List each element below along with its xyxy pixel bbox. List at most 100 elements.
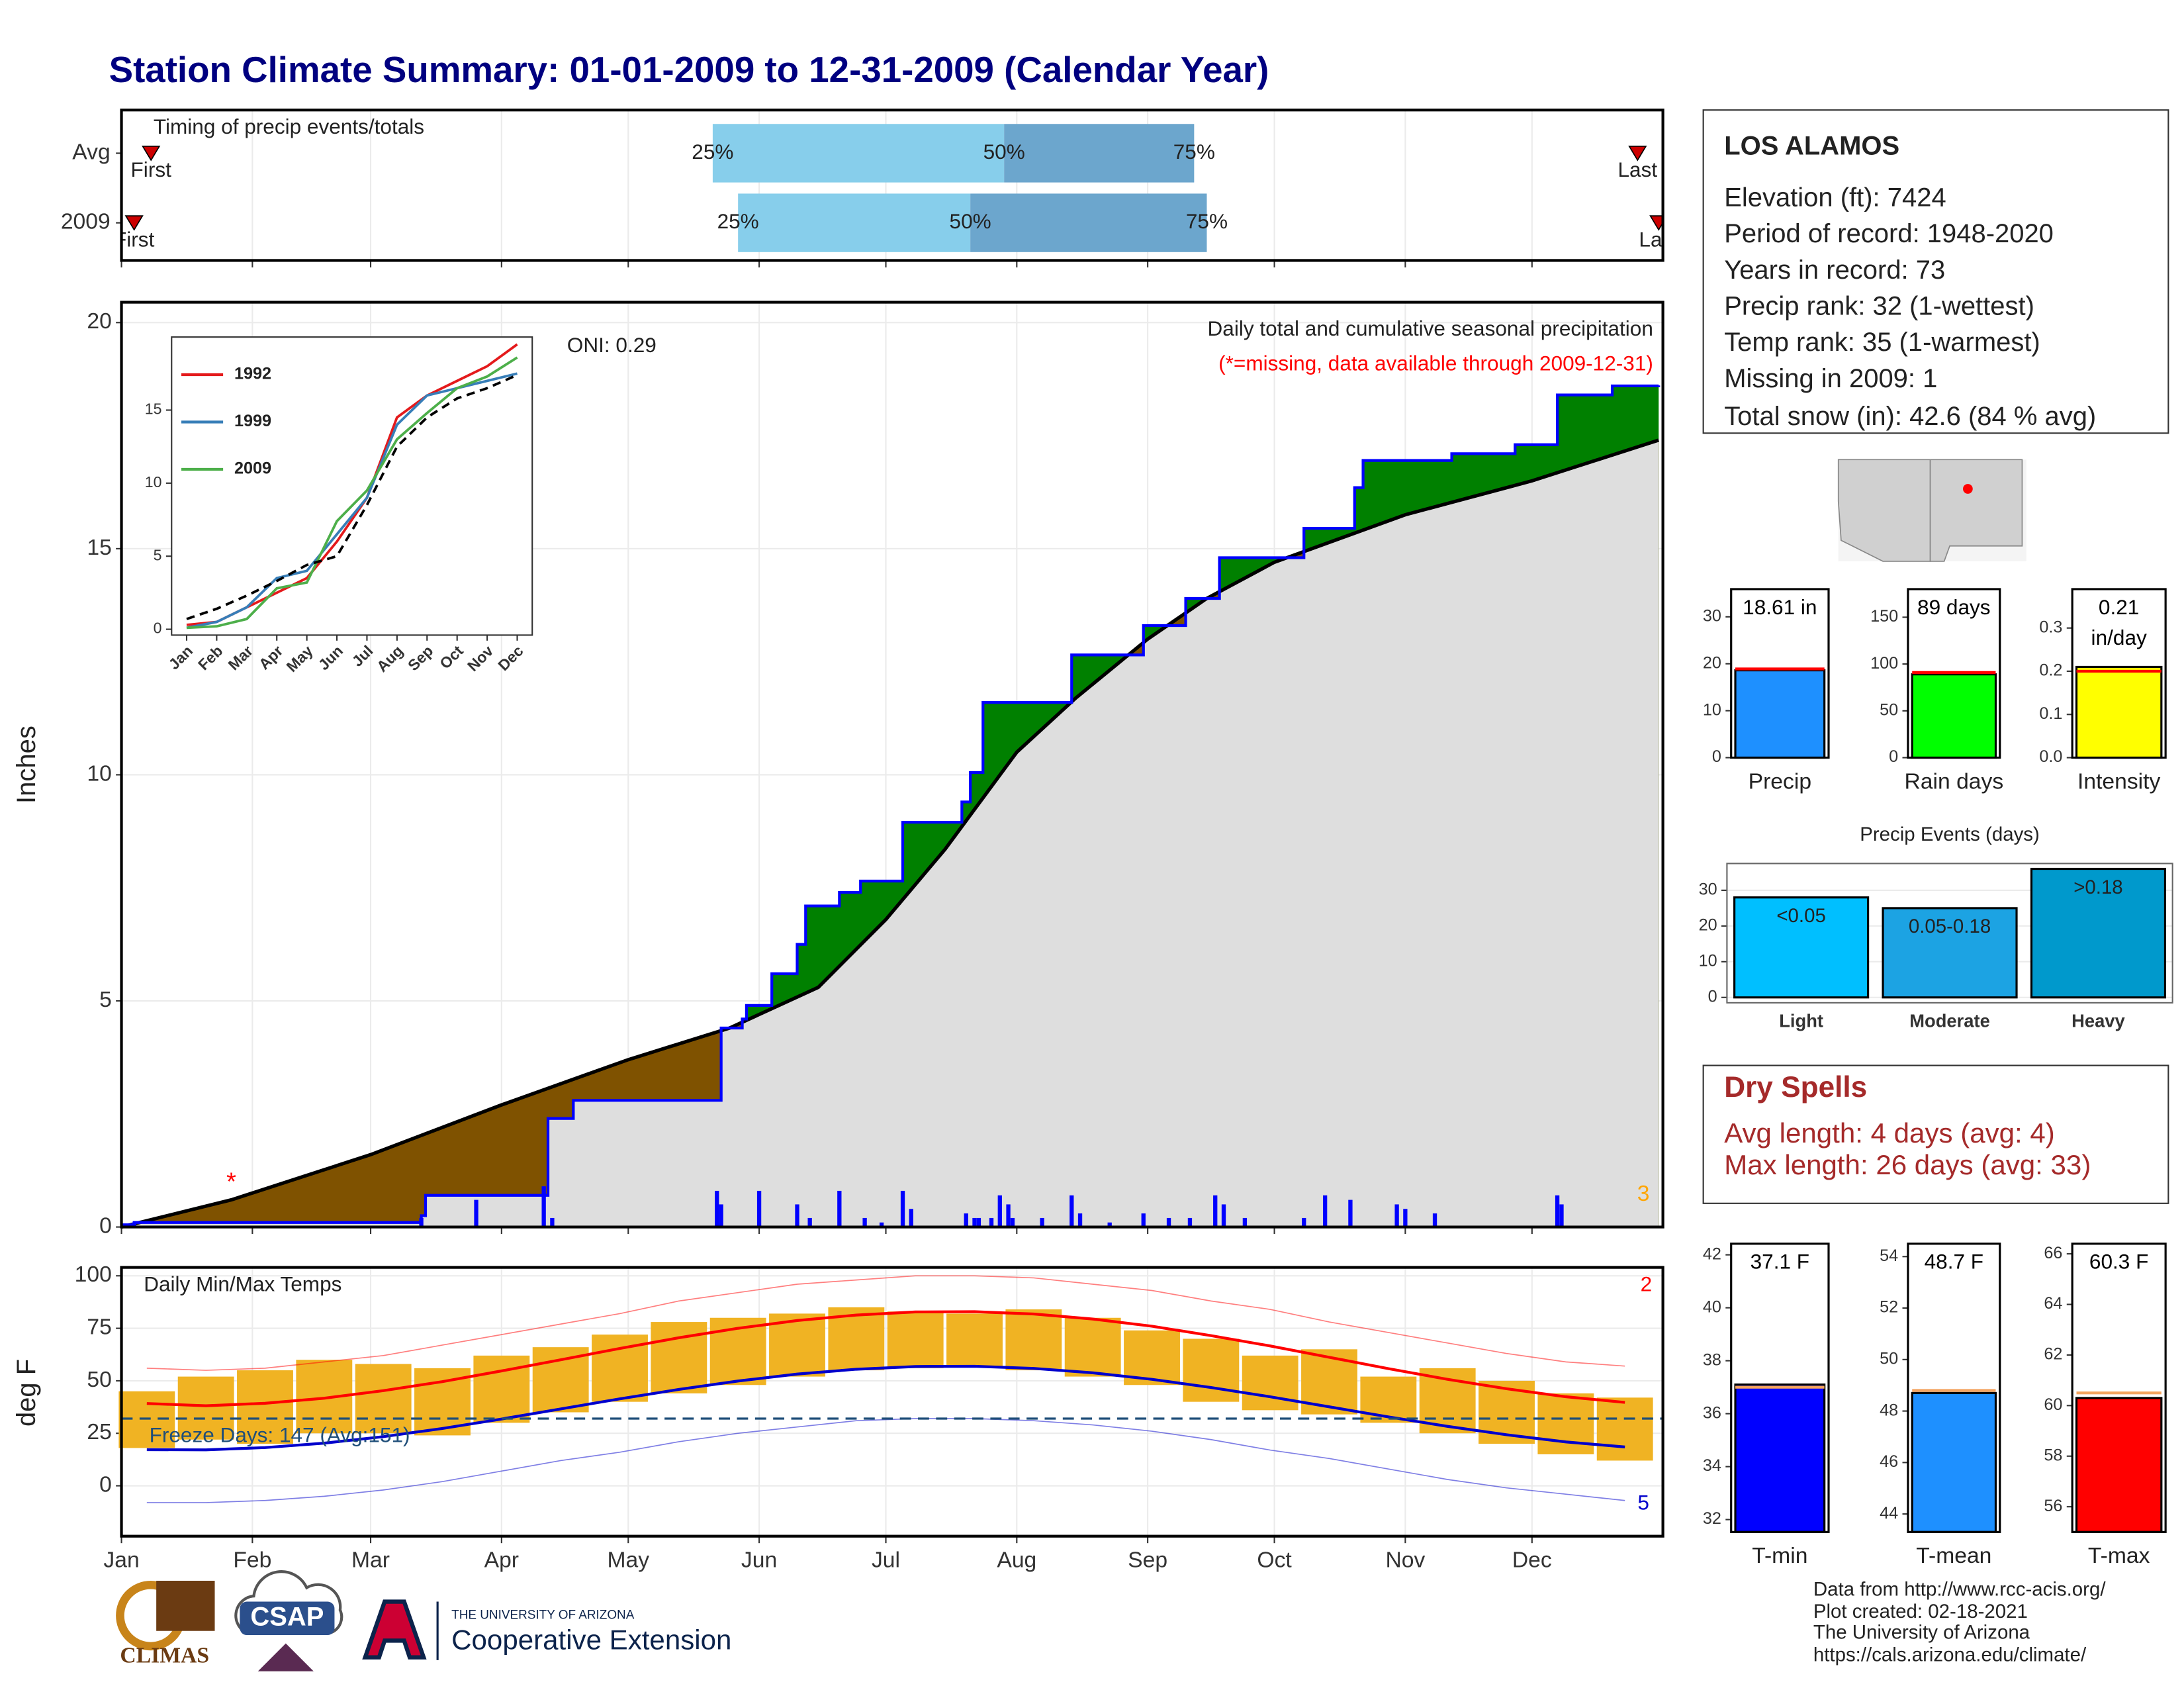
value-label-box: 48.7 F [1925,1250,1983,1274]
daily-bar [1187,1217,1193,1227]
y-tick-label: 10 [1703,700,1721,719]
locator-map [1837,459,2026,562]
daily-bar [1221,1204,1226,1227]
series-line [186,356,518,630]
y-tick-label: 54 [1880,1246,1898,1265]
daily-bar [1107,1222,1112,1227]
y-tick-label: 25 [87,1420,111,1444]
quartile-label: 75% [1173,140,1215,164]
x-label: Rain days [1905,769,2004,794]
daily-bar [909,1209,913,1227]
normal-min-line [146,1364,1625,1452]
y-tick-label: 5 [154,546,162,563]
credit-line: The University of Arizona [1813,1622,2030,1644]
bar [1911,673,1997,759]
temp-range-bar [1242,1355,1298,1411]
y-tick-label: 15 [145,400,162,418]
bar [2075,1397,2163,1533]
temp-range-bar [1005,1309,1062,1371]
marker-label: First [114,227,155,251]
daily-bar [879,1222,884,1227]
x-tick-label: Apr [484,1548,519,1572]
x-tick-label: Sep [404,642,436,674]
y-tick-label: 36 [1703,1403,1721,1422]
daily-bar [964,1213,968,1227]
temp-range-bar [651,1322,707,1393]
x-tick-label: Nov [1385,1548,1425,1572]
station-line: Missing in 2009: 1 [1724,364,1937,393]
precip-title: Daily total and cumulative seasonal prec… [1208,316,1653,340]
bar-range-label: 0.05-0.18 [1909,915,1991,937]
panel-frame [2071,588,2167,759]
temp-title: Daily Min/Max Temps [144,1272,341,1295]
bar [2030,867,2167,999]
csap-logo [240,1601,335,1636]
dry-spells-title: Dry Spells [1724,1071,1867,1103]
count-label: 3 [1637,1182,1650,1206]
quartile-label: 50% [983,140,1025,164]
y-tick-label: 10 [145,473,162,491]
quartile-label: 50% [950,209,991,233]
y-tick-label: 40 [1703,1297,1721,1316]
daily-bar [541,1186,546,1227]
y-tick-label: 50 [1880,1349,1898,1368]
y-tick-label: 44 [1880,1504,1898,1523]
daily-bar [807,1217,812,1227]
quartile-bar [970,193,1207,252]
panel-frame [2071,1243,2167,1533]
y-tick-label: 48 [1880,1401,1898,1419]
dry-spells-box [1702,1064,2169,1204]
y-tick-label: 30 [1703,606,1721,625]
x-tick-label: Moderate [1909,1011,1990,1031]
credit-line: Data from http://www.rcc-acis.org/ [1813,1579,2106,1601]
daily-bar [1006,1204,1011,1227]
record-max-line [146,1275,1625,1371]
daily-bar [1559,1204,1564,1227]
chart-title: Precip Events (days) [1860,823,2040,845]
y-tick-label: 150 [1870,607,1898,626]
y-tick-label: 56 [2044,1497,2062,1515]
daily-bar [1403,1209,1408,1227]
daily-bar [1213,1195,1218,1227]
bar [1734,669,1826,759]
row-label: 2009 [61,210,111,234]
y-tick-label: 32 [1703,1509,1721,1528]
state-az [1837,459,1931,562]
y-tick-label: 0 [1708,987,1717,1006]
x-tick-label: Sep [1128,1548,1167,1572]
daily-bar [1242,1217,1248,1227]
y-tick-label: 34 [1703,1456,1721,1475]
csap-text: CSAP [250,1602,324,1631]
y-axis-label: Inches [12,726,41,804]
x-label: Precip [1749,769,1811,794]
y-tick-label: 0 [154,620,162,637]
y-tick-label: 38 [1703,1350,1721,1369]
x-tick-label: Heavy [2071,1011,2125,1031]
temp-range-bar [946,1313,1003,1366]
daily-bar [715,1190,719,1227]
x-tick-label: Aug [373,642,406,675]
station-dot [1963,484,1973,494]
daily-bar [1555,1195,1560,1227]
daily-bar [1040,1217,1044,1227]
panel-frame [120,1266,1664,1538]
y-tick-label: 100 [1870,654,1898,673]
panel-frame [120,301,1664,1229]
y-tick-label: 5 [99,988,112,1012]
value-label-box: 60.3 F [2089,1250,2148,1274]
temp-range-bar [1596,1397,1653,1461]
daily-bar [1166,1217,1171,1227]
x-tick-label: Jan [103,1548,139,1572]
daily-bar [976,1217,981,1227]
legend-label: 1992 [234,365,271,383]
timing-title: Timing of precip events/totals [154,115,424,138]
value-label: 0.21 in/day [2091,596,2147,651]
x-label: Intensity [2077,769,2161,794]
y-tick-label: 66 [2044,1244,2062,1262]
logos: CLIMAS CSAP THE UNIVERSITY OF ARIZONA Co… [116,1570,731,1671]
y-tick-label: 0 [1712,747,1721,766]
temp-range-bar [532,1347,589,1413]
legend-label: 2009 [234,459,271,478]
